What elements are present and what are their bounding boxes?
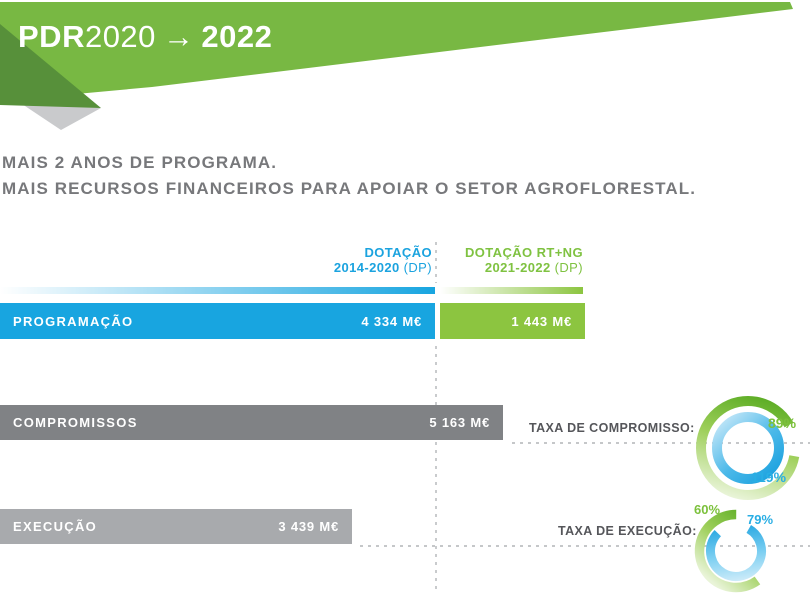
column-header-dp: DOTAÇÃO 2014-2020 (DP) [232, 245, 432, 275]
bar-execucao-value: 3 439 M€ [278, 519, 339, 534]
bar-programacao-dp: PROGRAMAÇÃO 4 334 M€ [0, 303, 435, 339]
bar-programacao-dp-value: 4 334 M€ [361, 313, 422, 329]
compromissos-dotted-line [512, 442, 810, 444]
donut-compromisso-outer-ring [696, 396, 800, 500]
bar-compromissos-label: COMPROMISSOS [13, 415, 138, 430]
rate-label-compromisso: TAXA DE COMPROMISSO: [529, 421, 695, 435]
bar-execucao-label: EXECUÇÃO [13, 519, 98, 534]
donut-taxa-compromisso [696, 396, 800, 500]
pct-compromisso-outer: 89% [768, 415, 797, 431]
donut-compromisso-inner-ring [712, 412, 784, 484]
tagline-line-2: MAIS RECURSOS FINANCEIROS PARA APOIAR O … [2, 179, 697, 198]
bar-programacao-rtng: 1 443 M€ [440, 303, 585, 339]
tagline: MAIS 2 ANOS DE PROGRAMA. MAIS RECURSOS F… [2, 150, 696, 202]
bar-gap-cover [433, 283, 442, 345]
bar-programacao-rtng-value: 1 443 M€ [511, 313, 572, 329]
tagline-line-1: MAIS 2 ANOS DE PROGRAMA. [2, 153, 278, 172]
bar-execucao: EXECUÇÃO 3 439 M€ [0, 509, 352, 544]
bar-compromissos-value: 5 163 M€ [429, 415, 490, 430]
arrow-right-icon: → [162, 19, 195, 54]
gradient-rule-blue [0, 287, 435, 294]
column-header-dp-period: 2014-2020 (DP) [333, 260, 432, 275]
banner-ribbon-graphic [0, 2, 793, 130]
banner-title-2022: 2022 [201, 19, 273, 54]
bar-compromissos: COMPROMISSOS 5 163 M€ [0, 405, 503, 440]
column-header-rtng: DOTAÇÃO RT+NG 2021-2022 (DP) [433, 245, 583, 275]
column-header-rtng-title: DOTAÇÃO RT+NG [465, 245, 583, 260]
rate-label-execucao: TAXA DE EXECUÇÃO: [558, 524, 697, 538]
pct-execucao-outer: 60% [694, 502, 721, 517]
banner-title-2020: 2020 [84, 19, 156, 54]
column-header-dp-title: DOTAÇÃO [364, 245, 432, 260]
pct-execucao-inner: 79% [747, 512, 774, 527]
bar-programacao-label: PROGRAMAÇÃO [13, 313, 134, 329]
donut-taxa-execucao [694, 509, 778, 593]
gradient-rule-green [440, 287, 583, 294]
column-header-rtng-period: 2021-2022 (DP) [484, 260, 583, 275]
execucao-dotted-line [360, 545, 810, 547]
banner-title: PDR2020 → 2022 [18, 19, 272, 55]
donut-execucao-inner-ring [706, 521, 766, 581]
pct-compromisso-inner: 119% [751, 469, 787, 485]
banner-title-pdr: PDR [18, 19, 85, 54]
